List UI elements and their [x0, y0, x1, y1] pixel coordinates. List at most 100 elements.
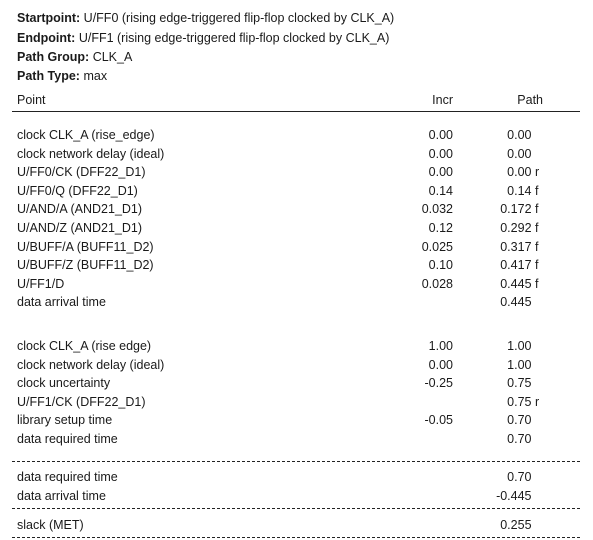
- point-cell: U/FF0/CK (DFF22_D1): [17, 165, 146, 180]
- transition-suffix: r: [535, 165, 540, 180]
- path-value: 0.75: [507, 394, 532, 409]
- path-value: 0.292: [500, 221, 532, 235]
- summary-row: data arrival time -0.445: [0, 487, 593, 505]
- point-cell: U/BUFF/Z (BUFF11_D2): [17, 258, 154, 273]
- transition-suffix: f: [535, 239, 539, 254]
- slack-divider: [12, 508, 580, 509]
- path-type-value: max: [83, 69, 108, 83]
- path-value: 0.75: [507, 376, 532, 391]
- header-rule: [12, 111, 580, 112]
- summary-row: data required time 0.70: [0, 468, 593, 486]
- path-cell: -0.445: [496, 487, 543, 505]
- column-header-row: Point Incr Path: [0, 91, 593, 109]
- endpoint-value: U/FF1 (rising edge-triggered flip-flop c…: [78, 31, 390, 45]
- point-cell: U/FF1/D: [17, 276, 65, 291]
- required-row: clock network delay (ideal) 0.00 1.00: [0, 356, 593, 374]
- path-value: 0.00: [507, 165, 532, 180]
- path-cell: 1.00: [507, 356, 543, 374]
- incr-cell: 0.032: [421, 202, 453, 217]
- path-value: 1.00: [507, 339, 532, 353]
- incr-cell: 0.00: [428, 146, 453, 161]
- incr-cell: 0.00: [428, 165, 453, 180]
- path-value: 0.417: [500, 258, 532, 273]
- path-cell: 0.70: [507, 430, 543, 448]
- incr-cell: 0.12: [428, 221, 453, 235]
- slack-row: slack (MET) 0.255: [0, 516, 593, 534]
- column-header-point: Point: [17, 93, 46, 107]
- path-cell: 0.417 f: [500, 256, 543, 274]
- path-cell: 0.317 f: [500, 238, 543, 256]
- incr-cell: -0.05: [424, 413, 454, 428]
- point-cell: clock CLK_A (rise_edge): [17, 128, 155, 142]
- path-value: 0.317: [500, 239, 532, 254]
- point-cell: data arrival time: [17, 488, 106, 503]
- endpoint-line: Endpoint: U/FF1 (rising edge-triggered f…: [17, 29, 389, 47]
- path-cell: 0.255: [500, 516, 543, 534]
- path-value: 1.00: [507, 357, 532, 372]
- arrival-row: U/AND/A (AND21_D1) 0.032 0.172 f: [0, 200, 593, 218]
- path-value: 0.70: [507, 413, 532, 428]
- transition-suffix: f: [535, 276, 539, 291]
- arrival-row: U/FF0/Q (DFF22_D1) 0.14 0.14 f: [0, 182, 593, 200]
- path-group-label: Path Group:: [17, 50, 90, 64]
- path-group-line: Path Group: CLK_A: [17, 48, 132, 66]
- path-type-line: Path Type: max: [17, 67, 107, 85]
- point-cell: data required time: [17, 470, 118, 484]
- path-cell: 0.172 f: [500, 200, 543, 218]
- path-cell: 0.292 f: [500, 219, 543, 237]
- incr-cell: 0.025: [421, 239, 453, 254]
- transition-suffix: f: [535, 221, 539, 235]
- arrival-row: U/AND/Z (AND21_D1) 0.12 0.292 f: [0, 219, 593, 237]
- transition-suffix: f: [535, 202, 539, 217]
- path-cell: 0.445 f: [500, 275, 543, 293]
- path-type-label: Path Type:: [17, 69, 80, 83]
- required-row: clock uncertainty -0.25 0.75: [0, 374, 593, 392]
- required-row: U/FF1/CK (DFF22_D1) 0.75 r: [0, 393, 593, 411]
- path-cell: 0.70: [507, 411, 543, 429]
- path-cell: 0.75 r: [507, 393, 543, 411]
- incr-cell: 1.00: [428, 339, 453, 353]
- path-cell: 0.00: [507, 126, 543, 144]
- path-value: 0.445: [500, 276, 532, 291]
- path-value: 0.255: [500, 518, 532, 532]
- path-cell: 0.00 r: [507, 163, 543, 181]
- path-value: 0.172: [500, 202, 532, 217]
- path-value: 0.445: [500, 295, 532, 310]
- path-value: 0.70: [507, 470, 532, 484]
- incr-cell: 0.00: [428, 128, 453, 142]
- point-cell: clock CLK_A (rise edge): [17, 339, 152, 353]
- endpoint-label: Endpoint:: [17, 31, 76, 45]
- path-group-value: CLK_A: [92, 50, 133, 64]
- startpoint-line: Startpoint: U/FF0 (rising edge-triggered…: [17, 9, 394, 27]
- path-value: -0.445: [496, 488, 532, 503]
- arrival-row: clock CLK_A (rise_edge) 0.00 0.00: [0, 126, 593, 144]
- path-cell: 1.00: [507, 337, 543, 355]
- path-cell: 0.75: [507, 374, 543, 392]
- path-value: 0.14: [507, 183, 532, 198]
- arrival-row: U/FF0/CK (DFF22_D1) 0.00 0.00 r: [0, 163, 593, 181]
- incr-cell: 0.00: [428, 357, 453, 372]
- point-cell: clock network delay (ideal): [17, 146, 165, 161]
- startpoint-value: U/FF0 (rising edge-triggered flip-flop c…: [83, 11, 395, 25]
- point-cell: library setup time: [17, 413, 113, 428]
- required-row: clock CLK_A (rise edge) 1.00 1.00: [0, 337, 593, 355]
- path-value: 0.00: [507, 146, 532, 161]
- point-cell: data required time: [17, 432, 118, 446]
- path-cell: 0.70: [507, 468, 543, 486]
- point-cell: U/BUFF/A (BUFF11_D2): [17, 239, 154, 254]
- transition-suffix: f: [535, 258, 539, 273]
- required-row: library setup time -0.05 0.70: [0, 411, 593, 429]
- path-cell: 0.14 f: [507, 182, 543, 200]
- path-value: 0.70: [507, 432, 532, 446]
- transition-suffix: r: [535, 394, 540, 409]
- point-cell: U/FF1/CK (DFF22_D1): [17, 394, 146, 409]
- point-cell: clock network delay (ideal): [17, 357, 165, 372]
- path-value: 0.00: [507, 128, 532, 142]
- summary-divider: [12, 461, 580, 462]
- startpoint-label: Startpoint:: [17, 11, 81, 25]
- point-cell: U/AND/Z (AND21_D1): [17, 221, 143, 235]
- path-cell: 0.00: [507, 145, 543, 163]
- incr-cell: -0.25: [424, 376, 454, 391]
- point-cell: U/FF0/Q (DFF22_D1): [17, 183, 138, 198]
